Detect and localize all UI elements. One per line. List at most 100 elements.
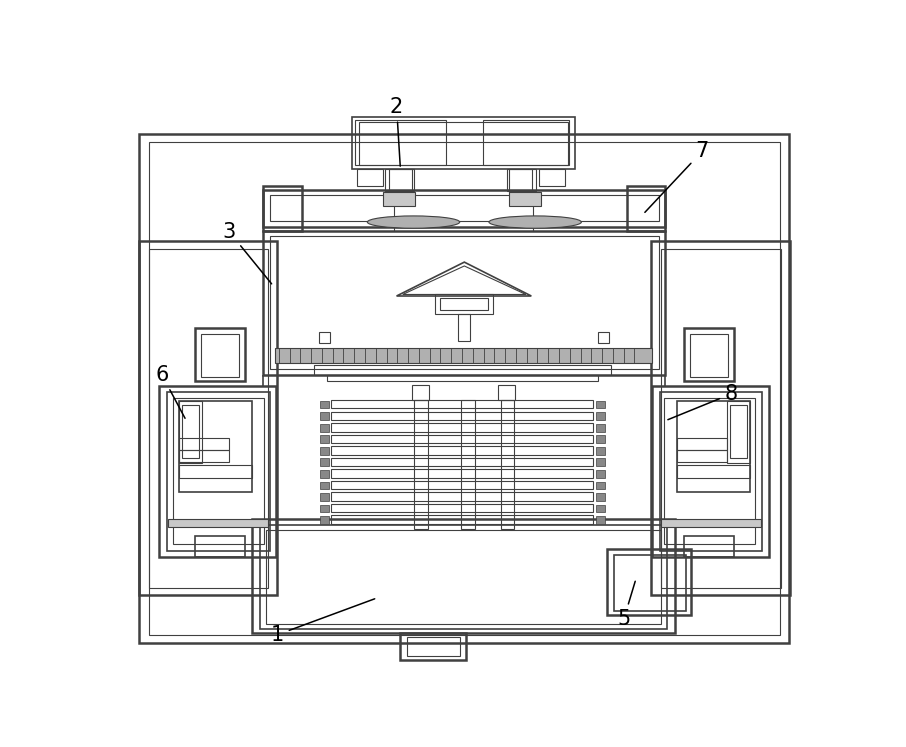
- Bar: [389, 169, 412, 192]
- Bar: [414, 400, 429, 530]
- Bar: [252, 519, 675, 633]
- Bar: [264, 186, 302, 231]
- Bar: [412, 385, 429, 400]
- Bar: [352, 117, 575, 169]
- Bar: [168, 519, 268, 527]
- Bar: [320, 493, 329, 500]
- Bar: [167, 392, 269, 551]
- Bar: [331, 515, 593, 524]
- Bar: [661, 249, 781, 588]
- Bar: [320, 470, 329, 478]
- Bar: [461, 400, 475, 530]
- Bar: [178, 401, 252, 492]
- Bar: [458, 314, 470, 341]
- Text: 8: 8: [668, 384, 738, 420]
- Bar: [149, 249, 268, 588]
- Bar: [613, 555, 686, 611]
- Bar: [498, 385, 516, 400]
- Bar: [677, 438, 727, 450]
- Bar: [596, 516, 605, 524]
- Bar: [331, 469, 593, 478]
- Bar: [355, 120, 446, 165]
- Bar: [596, 412, 605, 420]
- Bar: [652, 386, 769, 557]
- Bar: [596, 482, 605, 489]
- Bar: [690, 334, 728, 376]
- Bar: [266, 530, 660, 624]
- Bar: [440, 298, 488, 310]
- Bar: [596, 400, 605, 409]
- Bar: [730, 406, 747, 458]
- Bar: [331, 458, 593, 466]
- Bar: [435, 294, 493, 314]
- Bar: [331, 504, 593, 512]
- Ellipse shape: [489, 216, 582, 229]
- Bar: [407, 637, 460, 657]
- Bar: [269, 236, 660, 369]
- Bar: [596, 447, 605, 455]
- Bar: [596, 459, 605, 466]
- Bar: [331, 423, 593, 432]
- Bar: [382, 192, 415, 206]
- Bar: [509, 192, 541, 206]
- Bar: [178, 401, 202, 463]
- Bar: [598, 332, 609, 343]
- Bar: [327, 374, 598, 382]
- Text: 7: 7: [645, 141, 708, 212]
- Bar: [182, 406, 198, 458]
- Bar: [201, 334, 239, 376]
- Text: 2: 2: [390, 96, 403, 166]
- Bar: [159, 386, 276, 557]
- Bar: [677, 450, 727, 462]
- Bar: [331, 400, 593, 409]
- Bar: [684, 329, 734, 381]
- Bar: [506, 169, 536, 190]
- Bar: [677, 401, 750, 492]
- Bar: [275, 347, 652, 363]
- Bar: [596, 470, 605, 478]
- Bar: [320, 424, 329, 432]
- Bar: [178, 465, 252, 479]
- Bar: [195, 329, 245, 381]
- Bar: [331, 481, 593, 489]
- Bar: [139, 241, 277, 595]
- Bar: [627, 186, 665, 231]
- Bar: [320, 447, 329, 455]
- Bar: [139, 134, 789, 642]
- Bar: [331, 435, 593, 443]
- Bar: [173, 397, 265, 544]
- Bar: [509, 169, 532, 192]
- Bar: [684, 536, 734, 557]
- Bar: [596, 436, 605, 443]
- Bar: [269, 195, 660, 221]
- Bar: [483, 120, 569, 165]
- Bar: [178, 438, 228, 450]
- Text: 6: 6: [155, 365, 185, 418]
- Bar: [359, 122, 568, 165]
- Bar: [727, 401, 750, 463]
- Bar: [195, 536, 245, 557]
- Bar: [596, 424, 605, 432]
- Bar: [331, 492, 593, 500]
- Bar: [314, 365, 611, 374]
- Bar: [178, 450, 228, 462]
- Text: 3: 3: [223, 222, 272, 284]
- Bar: [651, 241, 790, 595]
- Bar: [320, 400, 329, 409]
- Bar: [596, 493, 605, 500]
- Bar: [149, 142, 780, 635]
- Ellipse shape: [367, 216, 459, 229]
- Bar: [677, 465, 750, 479]
- Bar: [320, 459, 329, 466]
- Bar: [385, 169, 414, 190]
- Bar: [264, 231, 665, 375]
- Bar: [596, 505, 605, 512]
- Bar: [500, 400, 515, 530]
- Bar: [260, 524, 667, 630]
- Bar: [660, 519, 761, 527]
- Bar: [357, 169, 383, 186]
- Bar: [331, 446, 593, 455]
- Bar: [320, 505, 329, 512]
- Bar: [319, 332, 330, 343]
- Bar: [320, 436, 329, 443]
